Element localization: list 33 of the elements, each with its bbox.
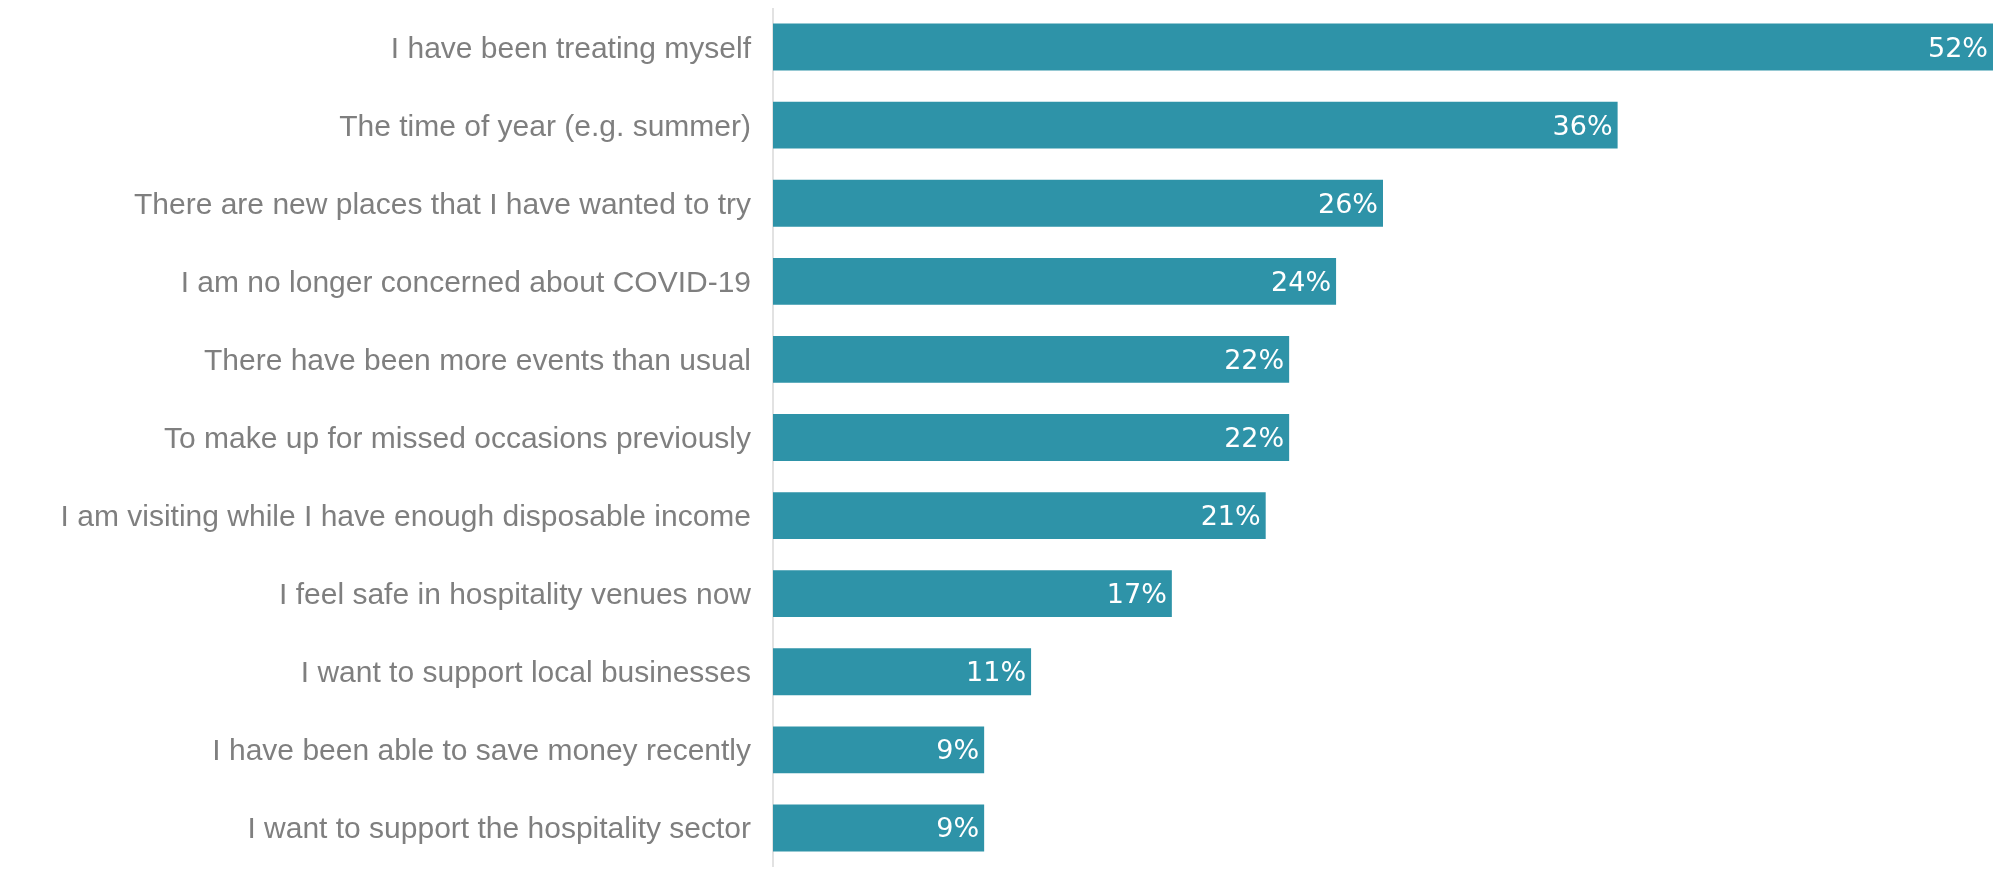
- bar: [773, 492, 1266, 540]
- y-tick-label: To make up for missed occasions previously: [164, 421, 751, 454]
- bar: [773, 335, 1290, 383]
- bar: [773, 101, 1618, 149]
- data-label: 17%: [1106, 578, 1167, 610]
- data-label: 9%: [936, 812, 980, 844]
- data-label: 22%: [1224, 343, 1285, 375]
- bar: [773, 804, 985, 852]
- y-tick-label: The time of year (e.g. summer): [339, 108, 751, 142]
- bar: [773, 179, 1383, 227]
- y-tick-label: I have been treating myself: [390, 30, 752, 64]
- data-label: 9%: [936, 734, 980, 766]
- y-tick-label: I want to support local businesses: [300, 655, 751, 689]
- data-label: 36%: [1552, 109, 1613, 141]
- bar: [773, 726, 985, 774]
- data-label: 52%: [1927, 31, 1988, 63]
- data-label: 21%: [1200, 500, 1261, 532]
- bar: [773, 414, 1290, 461]
- y-tick-label: There have been more events than usual: [203, 342, 751, 376]
- y-tick-label: I want to support the hospitality sector: [247, 811, 751, 845]
- y-tick-label: There are new places that I have wanted to try: [133, 186, 751, 220]
- y-tick-label: I am visiting while I have enough disposable income: [60, 499, 751, 533]
- data-label: 11%: [966, 656, 1027, 688]
- data-label: 22%: [1224, 422, 1285, 453]
- bar: [773, 570, 1172, 618]
- bar: [773, 257, 1337, 305]
- bar: [773, 23, 1993, 71]
- bar: [773, 648, 1032, 696]
- data-label: 26%: [1317, 187, 1378, 219]
- y-tick-label: I am no longer concerned about COVID-19: [180, 264, 751, 298]
- y-tick-label: I have been able to save money recently: [212, 733, 751, 767]
- y-tick-label: I feel safe in hospitality venues now: [279, 577, 752, 611]
- data-label: 24%: [1271, 265, 1332, 297]
